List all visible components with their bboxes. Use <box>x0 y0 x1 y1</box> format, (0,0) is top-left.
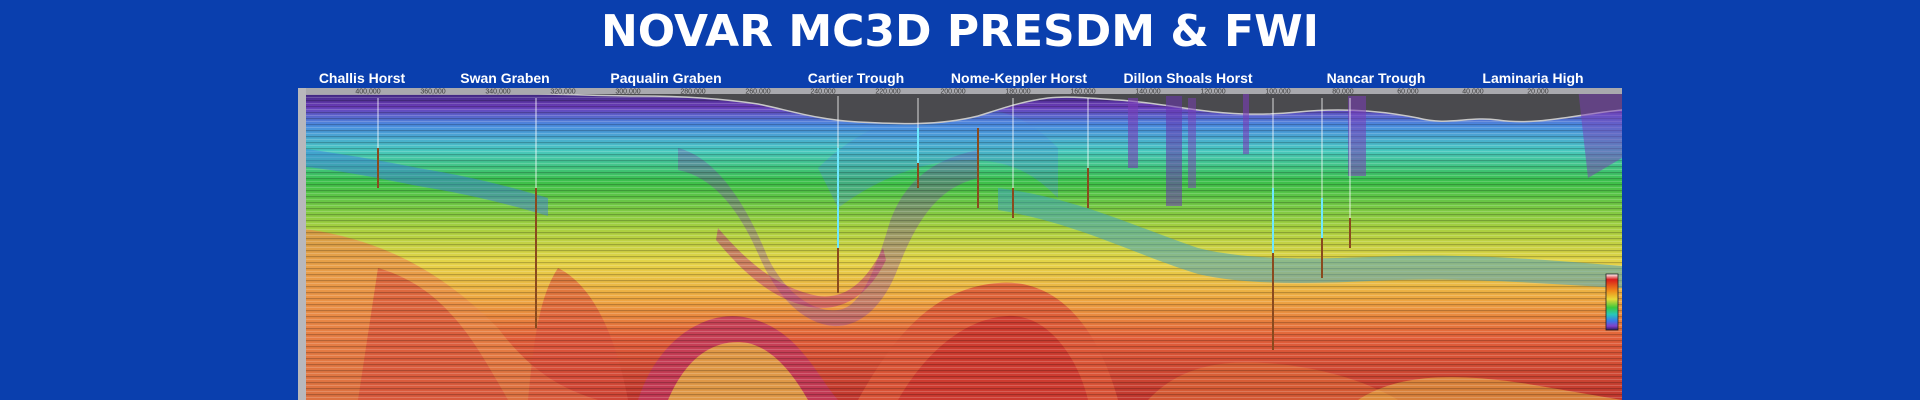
distance-tick-label: 140,000 <box>1135 89 1160 96</box>
distance-tick-label: 280,000 <box>680 89 705 96</box>
distance-tick-label: 320,000 <box>550 89 575 96</box>
region-label-nancar-trough: Nancar Trough <box>1326 70 1426 86</box>
page-title: NOVAR MC3D PRESDM & FWI <box>600 6 1320 57</box>
distance-tick-label: 220,000 <box>875 89 900 96</box>
seismic-section-image: 400,000 360,000 340,000 320,000 300,000 280,0… <box>298 88 1622 400</box>
distance-tick-label: 260,000 <box>745 89 770 96</box>
region-label-challis-horst: Challis Horst <box>318 70 406 86</box>
region-label-cartier-trough: Cartier Trough <box>807 70 905 86</box>
distance-tick-label: 120,000 <box>1200 89 1225 96</box>
region-label-nome-keppler-horst: Nome-Keppler Horst <box>950 70 1088 86</box>
region-label-paqualin-graben: Paqualin Graben <box>610 70 722 86</box>
region-label-laminaria-high: Laminaria High <box>1482 70 1584 86</box>
distance-tick-label: 100,000 <box>1265 89 1290 96</box>
velocity-colorbar-icon <box>1605 273 1619 331</box>
distance-tick-label: 20,000 <box>1527 89 1549 96</box>
region-label-dillon-shoals-horst: Dillon Shoals Horst <box>1123 70 1253 86</box>
distance-tick-label: 40,000 <box>1462 89 1484 96</box>
distance-tick-label: 240,000 <box>810 89 835 96</box>
distance-tick-label: 360,000 <box>420 89 445 96</box>
region-label-swan-graben: Swan Graben <box>460 70 550 86</box>
distance-tick-label: 60,000 <box>1397 89 1419 96</box>
distance-tick-label: 160,000 <box>1070 89 1095 96</box>
distance-tick-label: 80,000 <box>1332 89 1354 96</box>
distance-tick-label: 340,000 <box>485 89 510 96</box>
distance-tick-label: 180,000 <box>1005 89 1030 96</box>
distance-tick-label: 300,000 <box>615 89 640 96</box>
seismic-section-panel: 400,000 360,000 340,000 320,000 300,000 280,0… <box>298 88 1622 400</box>
distance-tick-label: 200,000 <box>940 89 965 96</box>
distance-tick-label: 400,000 <box>355 89 380 96</box>
